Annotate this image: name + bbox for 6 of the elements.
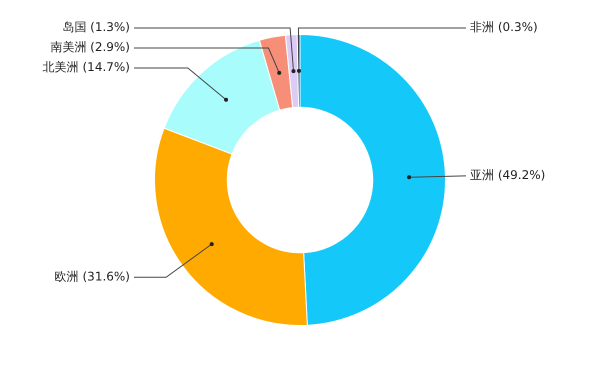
slice-label: 非洲 (0.3%) bbox=[470, 20, 538, 34]
slice-label: 岛国 (1.3%) bbox=[62, 20, 130, 34]
slice-label: 北美洲 (14.7%) bbox=[42, 60, 130, 74]
slice-label: 亚洲 (49.2%) bbox=[470, 168, 546, 182]
slice-label: 欧洲 (31.6%) bbox=[54, 269, 130, 284]
slice-label: 南美洲 (2.9%) bbox=[50, 40, 130, 54]
